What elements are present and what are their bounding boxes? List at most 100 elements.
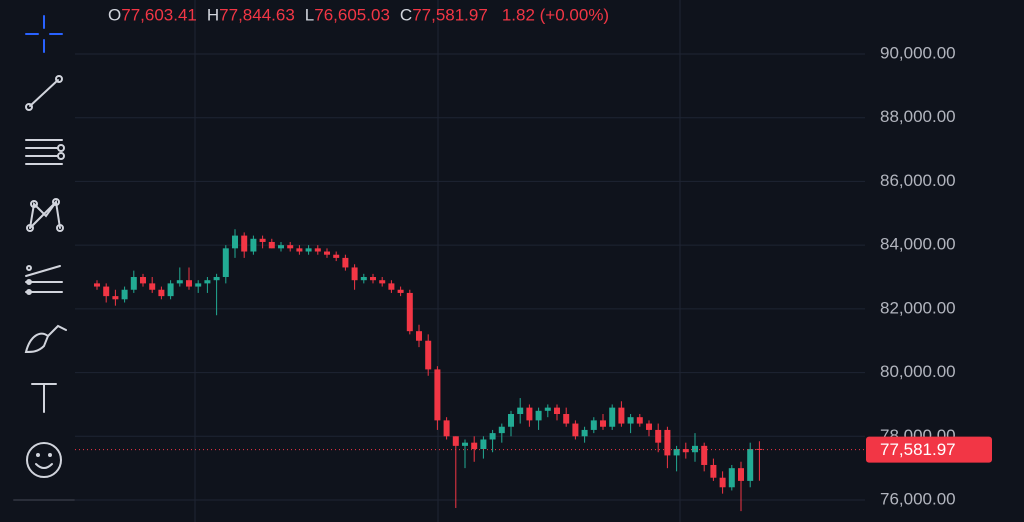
candle-body (195, 283, 202, 287)
y-tick-label: 80,000.00 (880, 362, 956, 381)
candle-body (434, 369, 441, 421)
candle-body (480, 439, 487, 450)
candle-body (259, 238, 266, 242)
candle-body (241, 235, 248, 252)
candle-body (443, 420, 450, 437)
emoji-tool[interactable] (26, 442, 62, 478)
candle-body (94, 283, 100, 287)
candle-body (278, 245, 284, 249)
legend-value: 77,844.63 (219, 5, 295, 24)
candle-body (314, 248, 321, 252)
plot (75, 53, 865, 512)
candle-body (379, 280, 386, 284)
candle-body (572, 423, 579, 437)
legend-change: 1.82 (+0.00%) (502, 5, 609, 24)
brush-tool[interactable] (24, 324, 67, 354)
y-tick-label: 86,000.00 (880, 171, 956, 190)
candle-body (646, 423, 652, 430)
candle-body (535, 410, 542, 421)
candle-body (471, 442, 478, 450)
ohlc-legend: O 77,603.41 H 77,844.63 L 76,605.03 C 77,581.97… (108, 5, 609, 24)
candle-body (462, 442, 468, 446)
candle-body (600, 420, 606, 427)
candle-body (121, 289, 128, 300)
legend-key: H (207, 5, 219, 24)
candle-body (673, 449, 680, 456)
candle-body (351, 267, 358, 281)
candle-body (425, 340, 432, 370)
candle-body (250, 238, 257, 252)
candle-body (186, 280, 192, 287)
toolbar (13, 15, 75, 501)
candle-body (452, 436, 459, 446)
candle-body (581, 429, 588, 437)
candle-body (333, 254, 340, 258)
candle-body (324, 251, 330, 255)
candle-body (489, 433, 496, 440)
candle-body (719, 477, 726, 488)
candle-body (710, 464, 717, 478)
candle-body (130, 277, 137, 290)
candle-body (176, 280, 183, 284)
y-tick-label: 88,000.00 (880, 107, 956, 126)
candle-body (406, 292, 413, 332)
candle-body (498, 426, 505, 434)
y-tick-label: 82,000.00 (880, 298, 956, 317)
candle-body (388, 283, 395, 290)
crosshair-tool[interactable] (25, 15, 63, 53)
trendline-tool[interactable] (25, 75, 63, 111)
candle-body (738, 468, 744, 481)
candle-body (103, 286, 110, 297)
candle-body (563, 414, 570, 424)
candle-body (664, 429, 671, 456)
candle-body (554, 407, 560, 414)
fib-tool[interactable] (25, 139, 65, 165)
candle-body (158, 289, 165, 297)
candle-body (222, 248, 229, 278)
y-tick-label: 90,000.00 (880, 43, 956, 62)
candle-body (636, 417, 643, 424)
candle-body (213, 277, 220, 281)
candle-body (655, 429, 662, 443)
candle-body (167, 283, 174, 297)
candle-body (268, 241, 275, 249)
candle-body (526, 407, 533, 421)
candle-body (342, 257, 349, 268)
pattern-tool[interactable] (26, 198, 64, 232)
candle-body (627, 417, 634, 424)
text-tool[interactable] (31, 383, 57, 413)
candle-body (360, 277, 367, 281)
candle-body (232, 235, 238, 249)
legend-value: 76,605.03 (314, 5, 390, 24)
legend-value: 77,581.97 (412, 5, 488, 24)
candle-body (701, 445, 708, 465)
candle-body (140, 277, 146, 284)
y-tick-label: 84,000.00 (880, 235, 956, 254)
candle-body (296, 248, 303, 252)
prediction-tool[interactable] (25, 265, 63, 295)
candle-body (682, 449, 689, 453)
candle-body (747, 449, 754, 481)
candle-body (517, 407, 524, 414)
candle-body (370, 277, 376, 281)
legend-value: 77,603.41 (121, 5, 197, 24)
candle-body (692, 445, 698, 453)
candle-body (305, 248, 312, 252)
candle-body (590, 420, 597, 430)
time-grid (194, 0, 681, 522)
candle-body (112, 296, 119, 300)
legend-key: L (305, 5, 314, 24)
candle-body (204, 280, 211, 284)
candle-body (416, 331, 422, 341)
candle-body (609, 407, 616, 427)
last-price-box (866, 436, 992, 463)
candle-body (728, 468, 735, 488)
candle-body (544, 407, 551, 411)
y-tick-label: 76,000.00 (880, 490, 956, 509)
legend-key: C (400, 5, 412, 24)
candle-body (287, 245, 294, 249)
legend-key: O (108, 5, 121, 24)
candle-body (149, 283, 156, 290)
